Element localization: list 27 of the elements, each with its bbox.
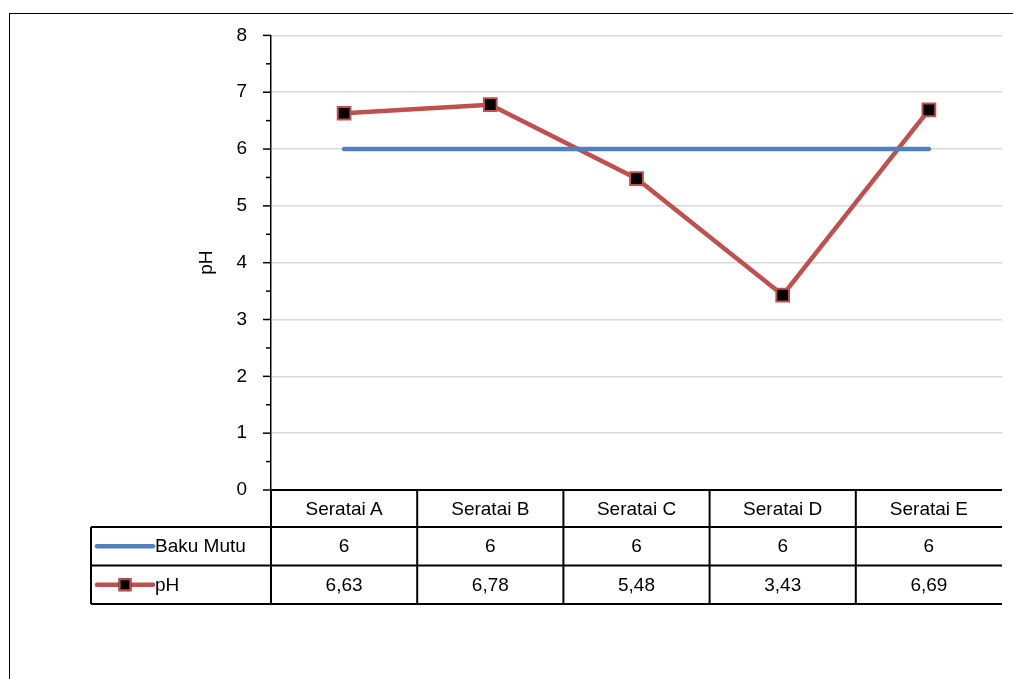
x-tick-label: Seratai A: [305, 497, 383, 519]
data-label: 6: [923, 535, 935, 557]
data-label: 3,43: [764, 573, 802, 595]
x-tick-label: Seratai B: [451, 497, 530, 519]
y-axis-title: pH: [195, 250, 217, 275]
y-tick-label: 6: [236, 137, 247, 159]
y-tick-label: 5: [236, 194, 247, 216]
data-label: 6: [631, 535, 642, 557]
y-tick-label: 3: [236, 307, 247, 329]
data-label: 6,78: [471, 573, 509, 595]
legend-label: Baku Mutu: [155, 535, 246, 557]
y-tick-label: 4: [236, 250, 248, 272]
legend-label: pH: [155, 573, 180, 595]
data-label: 6,63: [325, 573, 363, 595]
x-tick-label: Seratai E: [889, 497, 968, 519]
data-label: 6: [777, 535, 788, 557]
y-tick-label: 8: [236, 23, 247, 45]
data-label: 6: [485, 535, 496, 557]
data-label: 6: [338, 535, 350, 557]
y-tick-label: 7: [236, 80, 247, 102]
data-label: 6,69: [910, 573, 948, 595]
x-tick-label: Seratai C: [596, 497, 677, 519]
x-tick-label: Seratai D: [743, 497, 823, 519]
data-label: 5,48: [618, 573, 655, 595]
y-tick-label: 0: [236, 478, 247, 500]
y-tick-label: 2: [236, 364, 247, 386]
y-tick-label: 1: [236, 421, 247, 443]
